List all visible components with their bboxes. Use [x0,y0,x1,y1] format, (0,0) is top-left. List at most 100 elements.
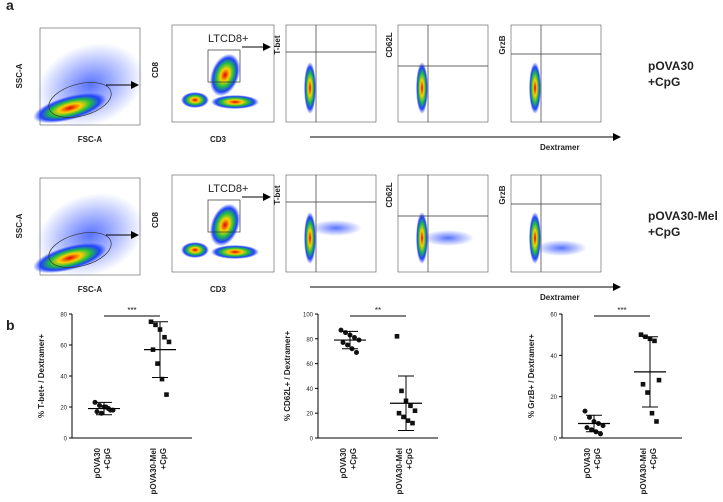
density [211,95,259,109]
axis-label: FSC-A [78,135,103,144]
significance-label: *** [617,306,626,315]
gate [48,232,112,268]
data-point [405,418,411,423]
data-point [94,409,100,415]
gate [207,49,241,83]
data-point [412,408,418,414]
data-point [640,381,646,387]
plot-frame [510,174,602,273]
axis-label: Dextramer [540,293,580,302]
density [304,62,316,114]
density [529,212,541,264]
density [422,230,474,246]
data-point [654,419,659,424]
error-bar [586,414,602,433]
data-point [649,410,655,416]
data-point [97,402,102,408]
y-axis-label: % CD62L+ / Dextramer+ [283,331,292,422]
data-point [155,361,160,366]
data-point [645,390,650,395]
data-point [589,427,594,433]
data-point [638,332,644,337]
y-tick-label: 40 [60,375,67,381]
data-point [584,425,590,431]
plot-frame [397,174,489,273]
data-point [92,399,98,405]
gate [48,82,112,118]
axis-label: GrzB [498,35,507,54]
y-tick-label: 40 [550,354,557,360]
y-tick-label: 20 [550,395,557,401]
data-point [652,338,657,344]
error-bar [398,375,414,432]
plot-frame [285,24,377,123]
panel-label: b [6,317,15,333]
data-point [399,388,404,394]
data-point [159,376,165,382]
error-bar [642,336,658,408]
density [209,53,241,97]
axis-label: CD8 [151,211,160,228]
significance-label: ** [375,306,381,315]
data-point [343,330,348,336]
data-point [354,349,359,355]
data-point [340,340,346,346]
data-point [582,408,588,414]
axis-label: CD3 [210,285,227,294]
x-tick-label: pOVA30-Mel [149,448,158,495]
significance-label: *** [127,306,136,315]
x-tick-label: +CpG [349,448,358,470]
y-axis-label: % T-bet+ / Dextramer+ [37,334,46,418]
density [304,212,316,264]
data-point [600,423,606,429]
density [529,62,541,114]
gate-label: LTCD8+ [208,33,248,45]
data-point [656,377,662,383]
y-tick-label: 20 [60,406,67,412]
x-tick-label: +CpG [593,448,602,470]
error-bar [342,330,358,350]
axis-label: SSC-A [15,213,24,238]
x-tick-label: pOVA30-Mel [395,448,404,495]
condition-label: +CpG [648,75,680,89]
data-point [345,342,350,348]
gate-label: LTCD8+ [208,183,248,195]
condition-label: pOVA30 [648,59,694,73]
axis-label: CD3 [210,135,227,144]
axis-label: T-bet [273,185,282,204]
y-tick-label: 20 [306,412,313,418]
x-tick-label: pOVA30 [583,447,592,478]
y-tick-label: 40 [306,387,313,393]
y-tick-label: 100 [303,313,314,319]
axis-label: GrzB [498,185,507,204]
data-point [162,334,167,340]
data-point [394,334,400,339]
condition-label: +CpG [648,225,680,239]
density [209,203,241,247]
density [416,62,428,114]
y-tick-label: 0 [310,437,314,443]
data-point [148,319,154,325]
y-tick-label: 60 [306,362,313,368]
error-bar [152,321,168,379]
x-tick-label: pOVA30 [93,447,102,478]
axis-label: SSC-A [15,63,24,88]
x-tick-label: pOVA30 [339,447,348,478]
x-tick-label: +CpG [159,448,168,470]
axis-label: CD62L [385,32,394,57]
plot-frame [397,24,489,123]
density [310,220,362,236]
density [181,242,209,258]
y-tick-label: 60 [550,313,557,319]
density [33,242,107,274]
data-point [338,327,344,333]
density [33,92,107,124]
condition-label: pOVA30-Mel [648,209,718,223]
y-tick-label: 0 [554,437,558,443]
x-tick-label: +CpG [405,448,414,470]
data-point [587,414,592,420]
error-bar [96,401,112,416]
y-tick-label: 60 [60,344,67,350]
y-tick-label: 80 [306,337,313,343]
